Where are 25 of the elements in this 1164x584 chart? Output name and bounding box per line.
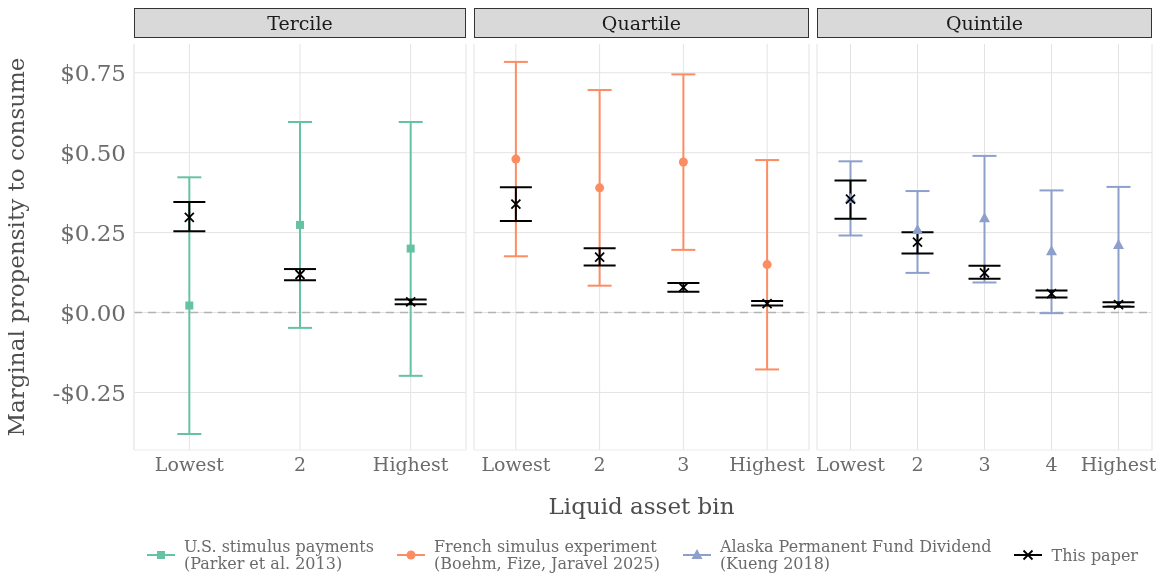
y-tick-label: $0.00	[60, 299, 126, 326]
chart-title: Quintile	[817, 8, 1152, 38]
x-tick-label: 4	[1045, 453, 1058, 476]
x-tick-label: Highest	[729, 453, 806, 476]
chart-title: Quartile	[474, 8, 809, 38]
x-tick-label: 2	[593, 453, 606, 476]
x-tick-label: Lowest	[154, 453, 225, 476]
y-tick-label: -$0.25	[52, 379, 126, 406]
legend-label: French simulus experiment (Boehm, Fize, Jaravel 2025)	[434, 537, 660, 573]
x-tick-label: 2	[293, 453, 307, 476]
x-tick-label: Highest	[372, 453, 449, 476]
legend-label: This paper	[1051, 545, 1139, 565]
y-tick-label: $0.50	[60, 139, 126, 166]
chart-title: Tercile	[134, 8, 466, 38]
y-tick-label: $0.75	[60, 59, 126, 86]
x-tick-label: 3	[677, 453, 690, 476]
legend-label: Alaska Permanent Fund Dividend (Kueng 2018)	[719, 537, 992, 573]
x-tick-label: Lowest	[816, 453, 886, 476]
x-tick-label: Lowest	[481, 453, 551, 476]
x-axis-title: Liquid asset bin	[548, 493, 735, 519]
x-tick-label: Highest	[1080, 453, 1157, 476]
y-tick-label: $0.25	[60, 219, 126, 246]
legend-label: U.S. stimulus payments (Parker et al. 2013)	[183, 537, 375, 573]
x-tick-label: 3	[978, 453, 991, 476]
x-tick-label: 2	[911, 453, 924, 476]
